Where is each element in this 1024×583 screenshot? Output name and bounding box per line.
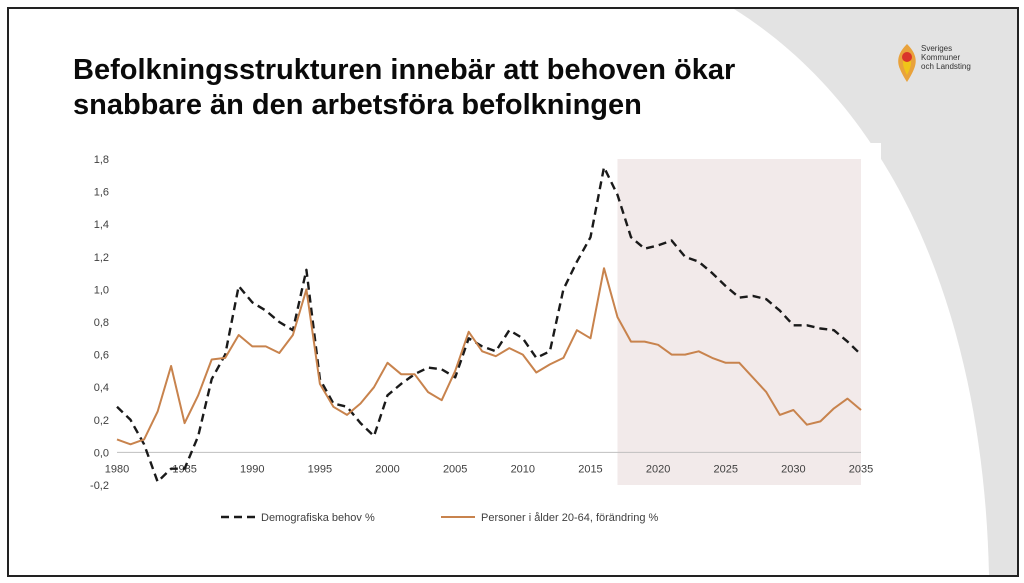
legend-label: Personer i ålder 20-64, förändring % (481, 512, 659, 524)
y-tick-label: 1,8 (94, 154, 109, 166)
slide-title-line-1: Befolkningsstrukturen innebär att behove… (73, 54, 736, 86)
slide: Befolkningsstrukturen innebär att behove… (7, 7, 1019, 577)
logo-text-line-2: Kommuner (921, 53, 961, 62)
logo-text-line-1: Sveriges (921, 44, 953, 53)
x-tick-label: 2000 (375, 463, 399, 475)
x-tick-label: 2025 (713, 463, 737, 475)
series-line-working-age-population (116, 267, 862, 446)
y-tick-label: 0,0 (94, 447, 109, 459)
background-swoosh (734, 9, 1017, 575)
y-tick-label: 0,4 (94, 382, 109, 394)
legend-label: Demografiska behov % (261, 512, 375, 524)
x-tick-label: 2005 (443, 463, 467, 475)
organization-logo: Sveriges Kommuner och Landsting (895, 43, 1005, 87)
chart-panel: -0,2 0,0 0,2 0,4 0,6 0,8 1,0 1,2 1,4 1,6 1,8 1980 19… (71, 143, 881, 533)
logo-text: Sveriges Kommuner och Landsting (921, 44, 971, 71)
y-tick-label: 1,6 (94, 187, 109, 199)
slide-title-line-2: snabbare än den arbetsföra befolkningen (73, 89, 642, 121)
x-tick-label: 2030 (781, 463, 805, 475)
slide-title: Befolkningsstrukturen innebär att behove… (73, 53, 893, 123)
x-tick-label: 2015 (578, 463, 602, 475)
x-tick-label: 1980 (105, 463, 129, 475)
x-tick-label: 1995 (308, 463, 332, 475)
x-tick-label: 1990 (240, 463, 264, 475)
y-tick-label: 1,0 (94, 284, 109, 296)
logo-text-line-3: och Landsting (921, 62, 971, 71)
y-tick-label: 0,2 (94, 415, 109, 427)
logo-red-dot (902, 52, 912, 62)
y-tick-label: 1,2 (94, 252, 109, 264)
y-tick-label: 0,8 (94, 317, 109, 329)
logo-flame-icon (898, 44, 916, 82)
y-tick-label: 1,4 (94, 219, 109, 231)
series-line-demographic-need (116, 166, 862, 483)
x-tick-label: 2020 (646, 463, 670, 475)
x-tick-label: 2035 (849, 463, 873, 475)
line-chart: -0,2 0,0 0,2 0,4 0,6 0,8 1,0 1,2 1,4 1,6 1,8 1980 19… (90, 154, 873, 524)
y-tick-label: 0,6 (94, 350, 109, 362)
y-tick-label: -0,2 (90, 480, 109, 492)
background-swoosh-shape (734, 9, 1017, 575)
x-tick-label: 2010 (511, 463, 535, 475)
forecast-shade (617, 159, 861, 485)
